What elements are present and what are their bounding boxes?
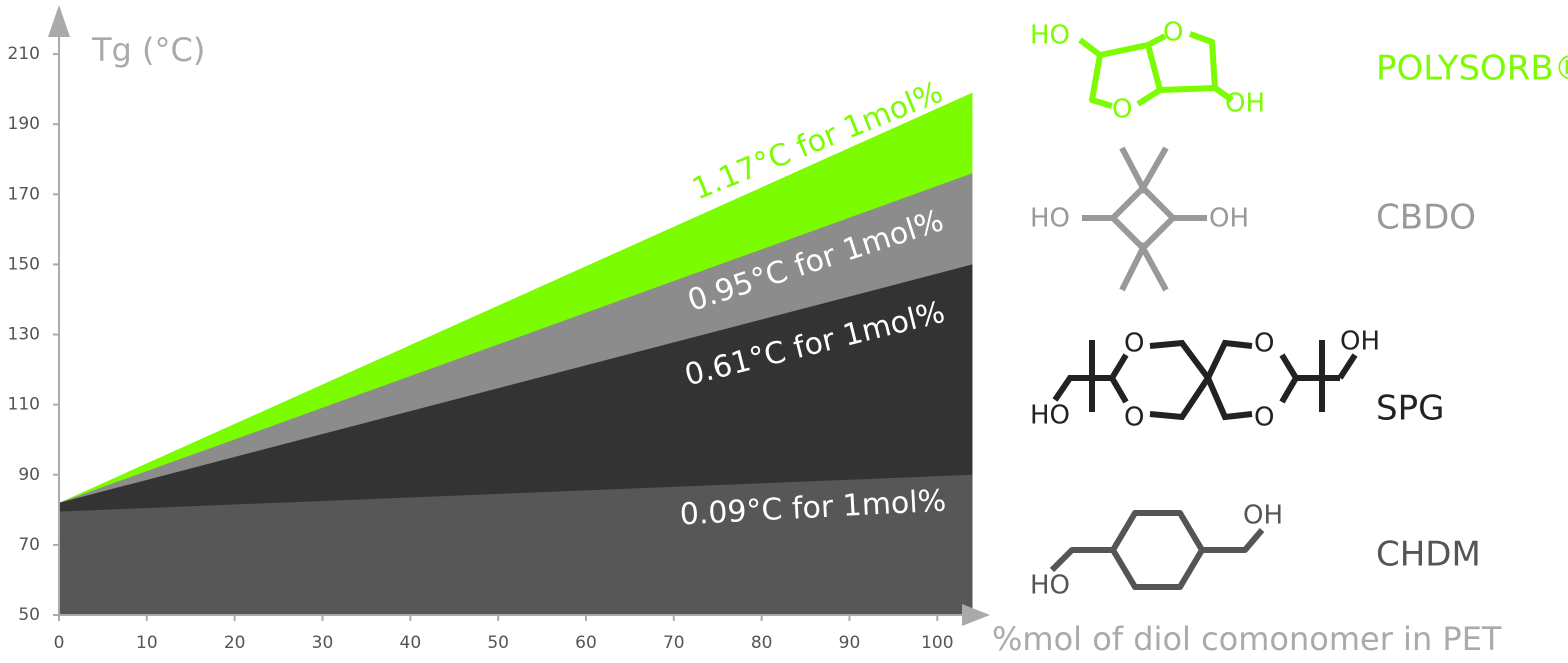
atom-label: HO — [1030, 204, 1070, 234]
y-tick-label: 130 — [8, 325, 40, 345]
x-axis-arrow — [962, 604, 990, 626]
cbdo-structure — [1082, 146, 1207, 292]
legend-label: CHDM — [1376, 535, 1481, 575]
y-tick-label: 70 — [18, 535, 40, 555]
x-tick-label: 70 — [663, 633, 685, 653]
x-tick-label: 0 — [54, 633, 65, 653]
x-tick-label: 100 — [921, 633, 953, 653]
atom-label: O — [1254, 329, 1274, 359]
atom-label: O — [1124, 329, 1144, 359]
y-axis-arrow — [48, 5, 70, 37]
x-tick-label: 90 — [839, 633, 861, 653]
atom-label: HO — [1030, 571, 1070, 601]
atom-label: O — [1254, 403, 1274, 433]
x-tick-label: 60 — [575, 633, 597, 653]
plot-area: 1.17°C for 1mol%0.95°C for 1mol%0.61°C f… — [59, 75, 973, 615]
y-tick-label: 150 — [8, 254, 40, 274]
atom-label: O — [1112, 95, 1132, 125]
atom-label: HO — [1030, 401, 1070, 431]
y-axis-title: Tg (°C) — [91, 31, 205, 69]
x-tick-label: 10 — [136, 633, 158, 653]
x-tick-label: 50 — [487, 633, 509, 653]
x-tick-label: 40 — [400, 633, 422, 653]
legend-label: POLYSORB® — [1376, 49, 1568, 89]
x-tick-label: 80 — [751, 633, 773, 653]
atom-label: HO — [1030, 21, 1070, 51]
y-tick-label: 190 — [8, 114, 40, 134]
atom-label: O — [1124, 403, 1144, 433]
area — [59, 474, 973, 615]
atom-label: OH — [1225, 89, 1265, 119]
spg-structure — [1052, 339, 1358, 421]
y-tick-label: 90 — [18, 465, 40, 485]
x-axis-title: %mol of diol comonomer in PET — [992, 620, 1502, 658]
atom-label: OH — [1340, 327, 1380, 357]
y-tick-label: 110 — [8, 395, 40, 415]
cbdo-atoms: HO OH — [1030, 204, 1249, 234]
legend-label: CBDO — [1376, 198, 1476, 238]
atom-label: OH — [1243, 501, 1283, 531]
y-tick-label: 50 — [18, 605, 40, 625]
y-tick-label: 170 — [8, 184, 40, 204]
x-tick-label: 20 — [224, 633, 246, 653]
atom-label: OH — [1209, 204, 1249, 234]
spg-atoms: O O O O OH HO — [1030, 327, 1380, 433]
polysorb-atoms: HO O O OH — [1030, 18, 1265, 125]
legend-label: SPG — [1376, 389, 1444, 429]
x-tick-label: 30 — [312, 633, 334, 653]
polysorb-structure — [1078, 31, 1234, 109]
atom-label: O — [1163, 18, 1183, 48]
y-tick-label: 210 — [8, 44, 40, 64]
chdm-atoms: OH HO — [1030, 501, 1283, 601]
chdm-structure — [1049, 510, 1265, 590]
